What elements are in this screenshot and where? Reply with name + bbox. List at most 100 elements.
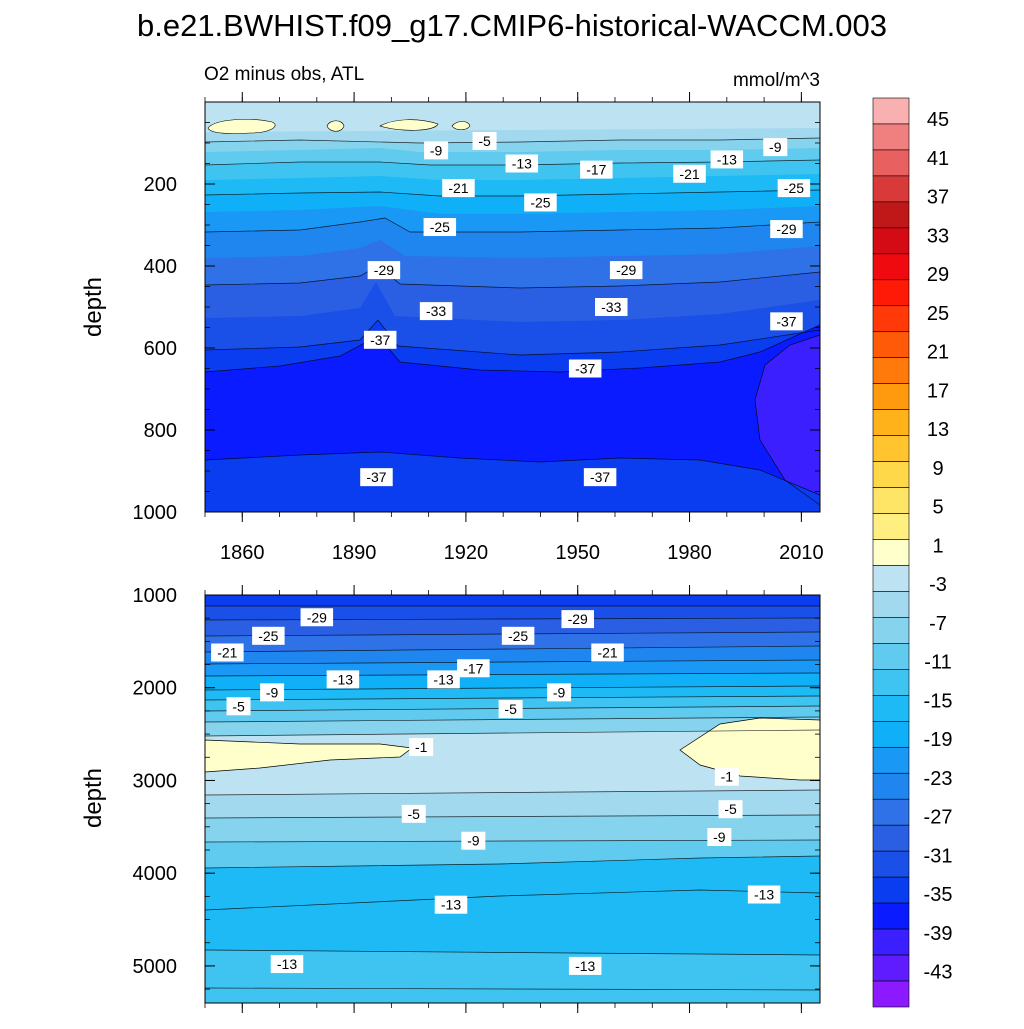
bottom-contour-label-text: -9 xyxy=(553,684,566,700)
top-y-tick-label: 200 xyxy=(144,174,177,196)
bottom-contour-label-text: -25 xyxy=(508,628,528,644)
top-contour-label-text: -21 xyxy=(448,180,468,196)
top-y-tick-label: 400 xyxy=(144,256,177,278)
colorbar-swatch xyxy=(872,772,910,800)
top-contour-label-text: -33 xyxy=(601,299,621,315)
top-contour-label: -37 xyxy=(568,359,602,378)
bottom-contour-label-text: -21 xyxy=(217,644,237,660)
colorbar-swatch xyxy=(872,227,910,255)
colorbar-swatch xyxy=(872,435,910,462)
top-y-tick-label: 800 xyxy=(144,420,177,442)
top-contour-label: -29 xyxy=(609,261,643,280)
top-contour-label-text: -33 xyxy=(426,303,446,319)
colorbar-label: -15 xyxy=(924,690,953,712)
colorbar-swatch xyxy=(872,617,910,644)
colorbar-swatch xyxy=(872,746,910,774)
top-contour-label: -37 xyxy=(360,468,393,487)
top-subtitle-right: mmol/m^3 xyxy=(733,70,820,91)
colorbar-swatch xyxy=(872,643,910,670)
bottom-contour-label-text: -21 xyxy=(597,644,617,660)
top-subtitle-left: O2 minus obs, ATL xyxy=(204,64,364,85)
bottom-contour-label-text: -9 xyxy=(266,684,279,700)
top-contour-label: -17 xyxy=(580,160,613,179)
colorbar-label: 17 xyxy=(927,380,949,402)
colorbar-label: -27 xyxy=(924,807,953,829)
colorbar-swatch xyxy=(872,980,910,1008)
bottom-contour-labels: -29 -29 -25 -25 -21 -21 -17 -13 -13 -9 -9 -5 -5 -1 -1 -… xyxy=(211,608,781,975)
top-y-tick-label: 600 xyxy=(144,338,177,360)
top-contour-label-text: -21 xyxy=(679,166,699,182)
bottom-contour-label: -21 xyxy=(591,643,624,662)
bottom-contour-label: -9 xyxy=(461,831,486,850)
colorbar-swatch xyxy=(872,695,910,722)
top-contour-label-text: -13 xyxy=(512,156,532,172)
colorbar-label: -3 xyxy=(929,574,947,596)
colorbar-swatch xyxy=(872,954,910,982)
bottom-contour-label-text: -29 xyxy=(307,609,327,625)
figure-title: b.e21.BWHIST.f09_g17.CMIP6-historical-WA… xyxy=(137,8,887,43)
bottom-contour-label-text: -13 xyxy=(441,897,461,913)
top-contour-label-text: -29 xyxy=(776,221,796,237)
bottom-contour-label: -13 xyxy=(747,885,781,904)
colorbar-swatch xyxy=(872,876,910,904)
top-contour-label: -9 xyxy=(763,138,788,157)
colorbar-swatch xyxy=(872,201,910,229)
colorbar-label: 41 xyxy=(927,148,949,170)
colorbar-label: 37 xyxy=(927,187,949,209)
top-contour-label: -13 xyxy=(505,154,539,173)
top-ylabel: depth xyxy=(80,277,107,337)
top-contour-label-text: -5 xyxy=(478,133,491,149)
bottom-contour-label: -13 xyxy=(568,956,602,975)
colorbar-label: 1 xyxy=(932,535,943,557)
colorbar-swatch xyxy=(872,487,910,514)
colorbar-swatch xyxy=(872,513,910,540)
colorbar-swatch xyxy=(872,461,910,488)
bottom-contour-label: -5 xyxy=(226,697,251,716)
bottom-contour-label-text: -29 xyxy=(568,611,588,627)
bottom-axes: 1000 2000 3000 4000 5000 xyxy=(133,585,820,1013)
bottom-contour-label-text: -5 xyxy=(504,701,517,717)
top-contour-label: -21 xyxy=(673,164,706,183)
bottom-contour-label: -1 xyxy=(409,738,434,757)
top-contour-labels: -5 -9 -13 -17 -21 -13 -9 -21 -25 -25 -25 -29 -29 -29 -… xyxy=(360,131,811,487)
colorbar-swatch xyxy=(872,383,910,410)
top-contour-label-text: -37 xyxy=(366,469,386,485)
bottom-contour-field: -29 -29 -25 -25 -21 -21 -17 -13 -13 -9 -9 -5 -5 -1 -1 -… xyxy=(205,595,820,1003)
top-contour-label: -9 xyxy=(424,141,449,160)
colorbar-label: 29 xyxy=(927,264,949,286)
colorbar-label: -23 xyxy=(924,768,953,790)
bottom-contour-label: -25 xyxy=(501,626,535,645)
top-contour-label-text: -25 xyxy=(430,219,450,235)
bottom-y-tick-label: 4000 xyxy=(133,863,178,885)
top-contour-label-text: -25 xyxy=(784,180,804,196)
top-contour-field: -5 -9 -13 -17 -21 -13 -9 -21 -25 -25 -25 -29 -29 -29 -… xyxy=(205,102,820,512)
colorbar-swatch xyxy=(872,565,910,592)
top-contour-label-text: -37 xyxy=(575,361,595,377)
colorbar-swatch xyxy=(872,305,910,333)
colorbar-swatch xyxy=(872,279,910,307)
colorbar-label: -35 xyxy=(924,884,953,906)
colorbar-label: -11 xyxy=(924,652,951,674)
colorbar-swatch xyxy=(872,331,910,359)
bottom-contour-label: -13 xyxy=(427,670,460,689)
bottom-contour-label: -1 xyxy=(714,767,739,786)
colorbar-swatch xyxy=(872,357,910,384)
bottom-contour-label: -5 xyxy=(718,800,743,819)
colorbar-swatch xyxy=(872,850,910,878)
top-contour-label-text: -37 xyxy=(370,332,390,348)
colorbar-label: -7 xyxy=(929,613,947,635)
colorbar-label: -19 xyxy=(924,729,953,751)
top-contour-label: -25 xyxy=(777,179,811,198)
bottom-contour-label-text: -1 xyxy=(721,769,734,785)
bottom-contour-label-text: -9 xyxy=(467,833,480,849)
top-contour-label: -37 xyxy=(583,468,617,487)
colorbar-label: 5 xyxy=(932,497,943,519)
bottom-contour-label-text: -25 xyxy=(258,628,278,644)
top-contour-label-text: -29 xyxy=(374,262,394,278)
colorbar-label: 25 xyxy=(927,303,949,325)
bottom-contour-label: -25 xyxy=(252,626,285,645)
colorbar-swatch xyxy=(872,97,910,125)
colorbar-swatch xyxy=(872,409,910,436)
top-axes: 200 400 600 800 1000 1860 1890 1920 1950 1980 2010 xyxy=(133,92,824,564)
